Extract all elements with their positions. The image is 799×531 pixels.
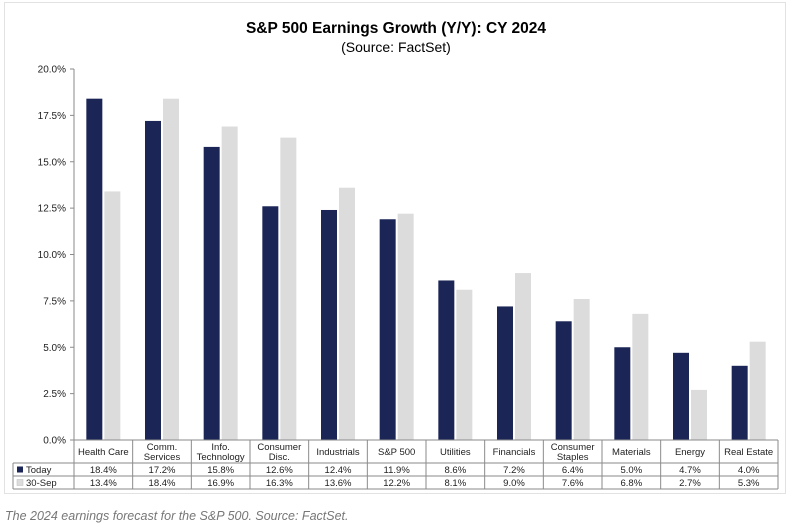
category-label: S&P 500 <box>378 447 415 458</box>
data-table-value: 5.0% <box>621 465 643 476</box>
data-table-value: 4.0% <box>738 465 760 476</box>
data-table-value: 8.6% <box>445 465 467 476</box>
chart-title: S&P 500 Earnings Growth (Y/Y): CY 2024 <box>246 20 546 37</box>
data-table-value: 15.8% <box>207 465 234 476</box>
data-table-value: 18.4% <box>90 465 117 476</box>
bar-30-sep <box>104 191 121 440</box>
y-tick-label: 12.5% <box>38 204 66 215</box>
data-table-value: 13.6% <box>325 478 352 489</box>
category-label: Energy <box>675 447 705 458</box>
data-table-value: 16.3% <box>266 478 293 489</box>
legend-swatch-30-sep <box>16 479 24 486</box>
category-label: Health Care <box>78 447 129 458</box>
data-table-value: 7.6% <box>562 478 584 489</box>
bar-today <box>438 280 455 440</box>
y-tick-label: 2.5% <box>43 389 66 400</box>
bar-today <box>321 209 337 440</box>
legend-swatch-today <box>17 466 23 473</box>
category-label: Staples <box>557 452 589 463</box>
y-tick-label: 20.0% <box>38 65 66 76</box>
data-table-value: 12.2% <box>383 478 410 489</box>
bar-30-sep <box>221 126 238 440</box>
bar-30-sep <box>573 299 590 440</box>
bar-today <box>555 321 572 440</box>
data-table-value: 16.9% <box>207 478 234 489</box>
bar-30-sep <box>456 289 473 440</box>
bar-30-sep <box>280 137 297 440</box>
y-tick-label: 17.5% <box>38 111 66 122</box>
data-table-value: 9.0% <box>503 478 525 489</box>
legend-label-today: Today <box>26 465 52 476</box>
category-label: Info. <box>211 442 230 453</box>
bar-30-sep <box>632 313 649 440</box>
y-tick-label: 15.0% <box>38 157 66 168</box>
data-table-value: 7.2% <box>503 465 525 476</box>
legend-label-30-sep: 30-Sep <box>26 478 57 489</box>
bar-30-sep <box>691 389 707 440</box>
category-label: Services <box>144 452 181 463</box>
earnings-growth-chart: S&P 500 Earnings Growth (Y/Y): CY 2024 (… <box>12 20 779 490</box>
figure-caption: The 2024 earnings forecast for the S&P 5… <box>5 509 349 523</box>
data-table-value: 6.8% <box>621 478 643 489</box>
bar-today <box>614 347 631 440</box>
bar-30-sep <box>163 98 179 441</box>
category-label: Disc. <box>269 452 290 463</box>
category-label: Industrials <box>316 447 360 458</box>
plot-area: 0.0% 2.5% 5.0% 7.5% 10.0% 12.5% 15.0% 17.5% 20.0… <box>12 65 779 490</box>
data-table-value: 8.1% <box>445 478 467 489</box>
category-label: Utilities <box>440 447 471 458</box>
bar-today <box>731 365 748 440</box>
category-label: Comm. <box>147 442 178 453</box>
data-table-value: 17.2% <box>149 465 176 476</box>
y-tick-label: 7.5% <box>43 296 66 307</box>
category-label: Consumer <box>257 442 301 453</box>
y-tick-label: 5.0% <box>43 343 66 354</box>
bar-30-sep <box>515 273 531 440</box>
data-table-value: 4.7% <box>679 465 701 476</box>
bar-today <box>203 146 220 440</box>
data-table-value: 5.3% <box>738 478 760 489</box>
chart-subtitle: (Source: FactSet) <box>341 39 451 55</box>
y-tick-label: 0.0% <box>43 436 66 447</box>
data-table-value: 13.4% <box>90 478 117 489</box>
category-label: Real Estate <box>724 447 773 458</box>
bar-30-sep <box>339 187 355 440</box>
data-table-value: 12.6% <box>266 465 293 476</box>
y-tick-label: 10.0% <box>38 250 66 261</box>
category-label: Consumer <box>551 442 595 453</box>
data-table-value: 18.4% <box>149 478 176 489</box>
bar-today <box>497 306 513 440</box>
category-label: Technology <box>197 452 245 463</box>
data-table-value: 11.9% <box>384 465 411 476</box>
bar-today <box>86 98 103 441</box>
category-label: Financials <box>493 447 536 458</box>
bar-30-sep <box>397 213 414 440</box>
bar-today <box>673 352 689 440</box>
category-label: Materials <box>612 447 651 458</box>
bar-today <box>262 206 279 440</box>
bar-today <box>379 219 396 440</box>
bar-30-sep <box>749 341 766 440</box>
bar-today <box>145 120 161 440</box>
chart-frame: S&P 500 Earnings Growth (Y/Y): CY 2024 (… <box>4 2 786 494</box>
data-table-value: 12.4% <box>325 465 352 476</box>
data-table-value: 6.4% <box>562 465 584 476</box>
data-table-value: 2.7% <box>679 478 701 489</box>
